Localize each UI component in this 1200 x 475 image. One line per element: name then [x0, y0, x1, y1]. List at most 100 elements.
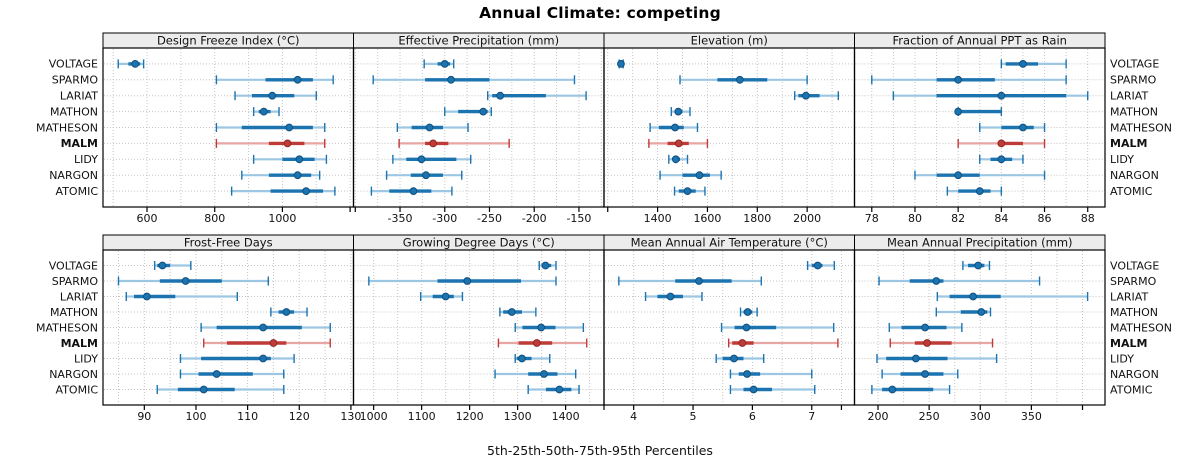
- site-label-right-mathon: MATHON: [1110, 105, 1158, 118]
- interval-row-voltage: [617, 59, 625, 69]
- site-label-right-atomic: ATOMIC: [1110, 185, 1153, 198]
- interval-row-atomic: [230, 186, 336, 196]
- median-dot: [429, 139, 438, 148]
- axis-tick-label: -300: [432, 212, 457, 225]
- interval-row-matheson: [200, 323, 331, 332]
- median-dot: [507, 308, 516, 316]
- interval-row-mathon: [252, 107, 280, 117]
- panel-0-2: Elevation (m) 1400 1600 1800 2000: [603, 32, 856, 225]
- chart-title: Annual Climate: competing: [479, 4, 721, 22]
- interval-row-atomic: [946, 186, 1003, 196]
- site-label-right-lidy: LIDY: [1110, 352, 1134, 365]
- median-dot: [997, 155, 1006, 164]
- x-axis: 78 80 82 84 86 88: [865, 207, 1095, 225]
- median-dot: [131, 60, 140, 68]
- axis-tick-label: 1000: [360, 410, 388, 423]
- median-dot: [749, 385, 758, 394]
- interval-row-mathon: [270, 307, 308, 317]
- site-label-left-sparmo: SPARMO: [52, 275, 99, 288]
- interval-row-lariat: [419, 292, 464, 301]
- interval-row-voltage: [117, 59, 145, 69]
- panel-title: Design Freeze Index (°C): [157, 34, 300, 48]
- interval-row-matheson: [720, 323, 835, 332]
- axis-tick-label: 250: [919, 410, 940, 423]
- median-dot: [617, 60, 625, 68]
- interval-row-sparmo: [117, 276, 269, 286]
- axis-tick-label: 100: [185, 410, 206, 423]
- site-label-left-matheson: MATHESON: [36, 321, 98, 334]
- median-dot: [463, 277, 472, 285]
- interval-row-nargon: [881, 369, 959, 379]
- median-dot: [540, 370, 548, 378]
- median-dot: [671, 123, 679, 132]
- interval-row-sparmo: [215, 75, 334, 85]
- panel-1-1: Growing Degree Days (°C) 1000 1100 1200 1300…: [352, 234, 605, 423]
- interval-row-voltage: [962, 261, 991, 270]
- median-dot: [1019, 123, 1027, 132]
- x-axis: 4 5 6 7: [603, 405, 843, 423]
- median-dot: [282, 308, 291, 316]
- panel-border: [853, 47, 1106, 208]
- median-dot: [954, 107, 963, 116]
- site-label-left-malm: MALM: [61, 137, 98, 150]
- panel-1-3: Mean Annual Precipitation (mm) 200 250 300 3…: [853, 234, 1106, 423]
- median-dot: [742, 323, 751, 332]
- interval-row-voltage: [153, 261, 192, 270]
- axis-tick-label: 78: [865, 212, 879, 225]
- panel-0-1: Effective Precipitation (mm) -350 -300 -250…: [352, 32, 605, 225]
- interval-row-mathon: [670, 107, 691, 117]
- median-dot: [447, 75, 455, 84]
- site-label-right-malm: MALM: [1110, 137, 1147, 150]
- median-dot: [441, 292, 450, 301]
- median-dot: [695, 277, 703, 285]
- interval-row-sparmo: [878, 276, 1041, 286]
- panel-title: Mean Annual Precipitation (mm): [887, 236, 1073, 250]
- interval-row-lidy: [252, 154, 328, 164]
- interval-row-lariat: [793, 91, 839, 101]
- median-dot: [674, 107, 683, 116]
- median-dot: [695, 171, 704, 180]
- axis-caption: 5th-25th-50th-75th-95th Percentiles: [487, 443, 713, 458]
- interval-row-atomic: [156, 385, 285, 394]
- axis-tick-label: 1000: [268, 212, 296, 225]
- panel-title: Frost-Free Days: [184, 236, 273, 250]
- median-dot: [954, 75, 963, 84]
- interval-row-nargon: [494, 369, 577, 379]
- axis-tick-label: -350: [388, 212, 413, 225]
- median-dot: [666, 292, 675, 301]
- axis-tick-label: 86: [1038, 212, 1052, 225]
- axis-tick-label: 82: [951, 212, 965, 225]
- axis-tick-label: 4: [630, 410, 637, 423]
- axis-tick-label: 1800: [743, 212, 771, 225]
- axis-tick-label: 7: [808, 410, 815, 423]
- median-dot: [259, 354, 268, 363]
- median-dot: [479, 107, 488, 116]
- site-label-right-nargon: NARGON: [1110, 368, 1159, 381]
- median-dot: [932, 277, 941, 285]
- median-dot: [1019, 60, 1027, 68]
- interval-row-lidy: [876, 354, 998, 363]
- panel-0-3: Fraction of Annual PPT as Rain 78 80 82 84 86…: [853, 32, 1106, 225]
- median-dot: [813, 261, 822, 270]
- axis-tick-label: 1600: [693, 212, 721, 225]
- median-dot: [417, 155, 426, 164]
- site-label-left-voltage: VOLTAGE: [49, 58, 98, 71]
- interval-row-lidy: [514, 354, 551, 363]
- interval-row-sparmo: [368, 276, 557, 286]
- interval-row-lidy: [392, 154, 472, 164]
- interval-row-lidy: [179, 354, 295, 363]
- interval-row-nargon: [385, 170, 463, 180]
- median-dot: [425, 123, 434, 132]
- median-dot: [422, 171, 430, 180]
- site-label-right-lariat: LARIAT: [1110, 90, 1148, 103]
- interval-row-lariat: [234, 91, 317, 101]
- site-label-right-nargon: NARGON: [1110, 169, 1159, 182]
- interval-row-malm: [889, 338, 994, 348]
- site-label-left-nargon: NARGON: [49, 368, 98, 381]
- site-label-right-sparmo: SPARMO: [1110, 275, 1157, 288]
- interval-row-mathon: [739, 307, 758, 317]
- axis-tick-label: 5: [690, 410, 697, 423]
- panel-1-2: Mean Annual Air Temperature (°C) 4 5 6 7: [603, 234, 856, 423]
- interval-row-sparmo: [679, 75, 808, 85]
